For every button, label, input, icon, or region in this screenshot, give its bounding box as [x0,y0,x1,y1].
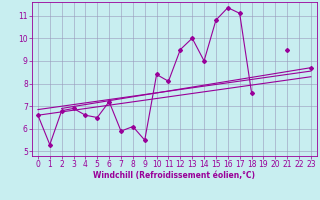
X-axis label: Windchill (Refroidissement éolien,°C): Windchill (Refroidissement éolien,°C) [93,171,255,180]
